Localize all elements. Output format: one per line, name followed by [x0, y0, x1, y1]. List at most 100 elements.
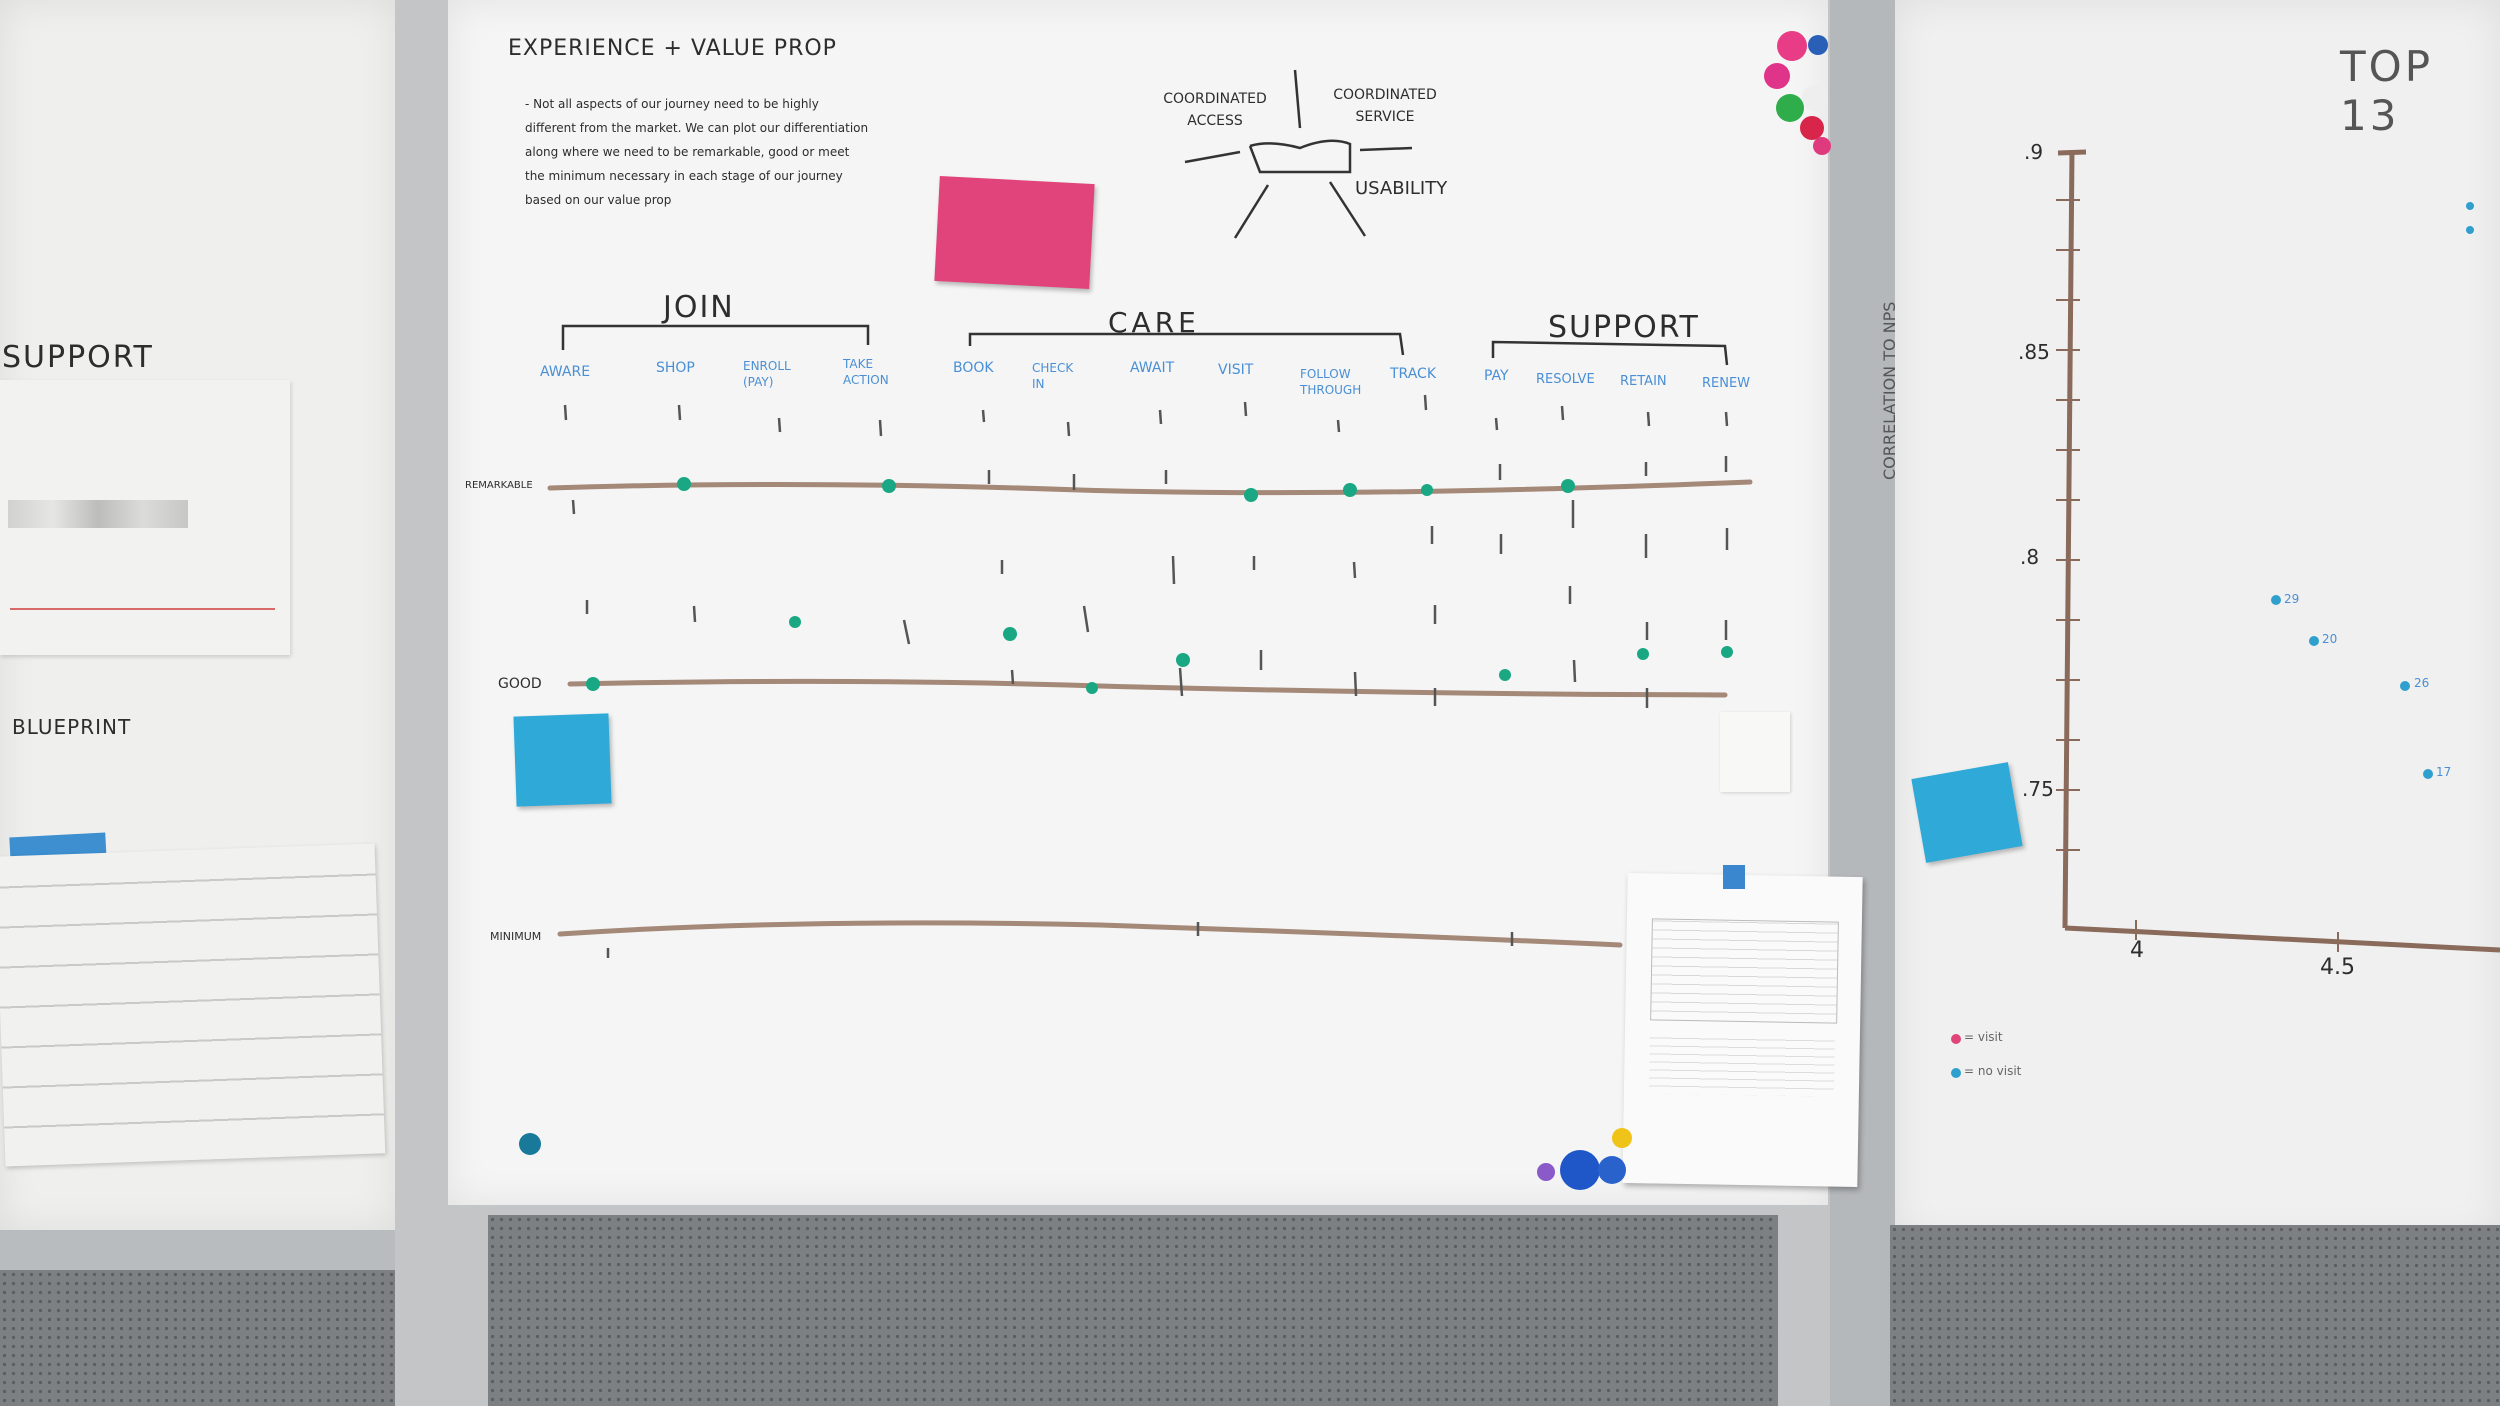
right-xtick: 4.5 — [2320, 955, 2355, 980]
diagram-vertical — [1293, 69, 1302, 129]
small-white-note — [1720, 712, 1790, 792]
level-good: GOOD — [498, 676, 542, 692]
diagram-box — [1248, 139, 1352, 174]
dot — [882, 479, 896, 493]
step-resolve: RESOLVE — [1536, 372, 1595, 387]
dot — [1499, 669, 1511, 681]
dot — [1244, 488, 1258, 502]
left-blueprint-label: BLUEPRINT — [12, 715, 132, 739]
left-mesh-panel — [0, 1270, 400, 1406]
right-chart-ticks — [2056, 199, 2339, 952]
magnets — [519, 31, 1831, 1190]
diagram-left-label: COORDINATED ACCESS — [1163, 91, 1267, 129]
dot — [1561, 479, 1575, 493]
right-legend-dots — [1951, 1034, 1961, 1078]
note-line: based on our value prop — [525, 193, 672, 207]
dot — [586, 677, 600, 691]
note-line: - Not all aspects of our journey need to… — [525, 97, 819, 111]
good-line — [567, 678, 1728, 698]
step-book: BOOK — [953, 360, 994, 376]
right-ytick: .85 — [2018, 340, 2050, 364]
legend-visit: = visit — [1964, 1030, 2003, 1044]
support-bracket — [1491, 340, 1729, 366]
magnet-purple — [1537, 1163, 1555, 1181]
step-pay: PAY — [1484, 368, 1509, 384]
right-chart-axes — [2057, 149, 2500, 953]
step-follow-through: FOLLOW THROUGH — [1300, 367, 1362, 397]
right-ytick: .9 — [2024, 140, 2044, 164]
point — [2309, 636, 2319, 646]
magnet-green — [1776, 94, 1804, 122]
dot — [1421, 484, 1433, 496]
step-take-action: TAKE ACTION — [843, 357, 889, 387]
note-line: the minimum necessary in each stage of o… — [525, 169, 843, 183]
phase-brackets — [561, 324, 1729, 366]
right-xtick: 4 — [2130, 938, 2144, 963]
diagram-left-leg — [1233, 184, 1270, 239]
phase-join: JOIN — [663, 290, 735, 325]
note-line: along where we need to be remarkable, go… — [525, 145, 850, 159]
care-bracket — [968, 332, 1405, 356]
magnet-pink — [1813, 137, 1831, 155]
magnet-pink — [1764, 63, 1790, 89]
stage-ticks — [563, 394, 1729, 958]
step-visit: VISIT — [1218, 362, 1254, 378]
dot — [1086, 682, 1098, 694]
magnet-white — [1802, 85, 1828, 111]
dot — [1637, 648, 1649, 660]
magnet-blue — [1808, 35, 1828, 55]
right-mesh-panel — [1890, 1225, 2500, 1406]
join-bracket — [561, 324, 870, 350]
board-title: EXPERIENCE + VALUE PROP — [508, 36, 837, 61]
magnet-blue — [1560, 1150, 1600, 1190]
remarkable-line — [547, 479, 1753, 496]
magnet-teal — [519, 1133, 541, 1155]
sheet-red-rule — [10, 608, 275, 610]
center-mesh-panel — [488, 1215, 1778, 1406]
right-ytick: .8 — [2020, 545, 2040, 569]
point — [2400, 681, 2410, 691]
right-ytick: .75 — [2022, 777, 2054, 801]
point-label: 17 — [2436, 765, 2452, 779]
right-y-axis — [2062, 149, 2075, 929]
dot — [789, 616, 801, 628]
step-enroll: ENROLL (PAY) — [743, 359, 791, 389]
step-await: AWAIT — [1130, 360, 1175, 376]
main-whiteboard — [448, 0, 1828, 1205]
diagram-right-arm — [1359, 146, 1413, 152]
dot — [1003, 627, 1017, 641]
step-check-in: CHECK IN — [1032, 361, 1074, 391]
right-y-cap — [2057, 149, 2087, 156]
minimum-line — [557, 920, 1623, 948]
step-shop: SHOP — [656, 360, 695, 376]
point — [2423, 769, 2433, 779]
magnet-blue — [1598, 1156, 1626, 1184]
dot — [1343, 483, 1357, 497]
diagram-bottom-label: USABILITY — [1355, 178, 1448, 199]
phase-support: SUPPORT — [1548, 310, 1700, 345]
blue-tape-document — [1723, 865, 1745, 889]
step-renew: RENEW — [1702, 376, 1751, 391]
point — [2466, 226, 2474, 234]
right-board-title: TOP 13 — [2340, 42, 2434, 140]
point — [2466, 202, 2474, 210]
legend-dot-pink — [1951, 1034, 1961, 1044]
right-whiteboard — [1895, 0, 2500, 1240]
diagram-right-leg — [1328, 181, 1367, 237]
point-label: 20 — [2322, 632, 2338, 646]
board-notes: - Not all aspects of our journey need to… — [525, 92, 945, 212]
magnet-yellow — [1612, 1128, 1632, 1148]
left-printed-sheet — [0, 380, 290, 655]
legend-dot-blue — [1951, 1068, 1961, 1078]
usability-diagram — [1184, 69, 1413, 239]
magnet-pink — [1777, 31, 1807, 61]
diagram-left-arm — [1184, 150, 1241, 164]
sheet-thumbnails — [8, 500, 188, 528]
right-x-axis — [2064, 925, 2500, 953]
diagram-right-label: COORDINATED SERVICE — [1333, 87, 1437, 125]
right-chart-points — [2271, 202, 2474, 779]
journey-lines — [547, 479, 1753, 948]
left-support-label: SUPPORT — [2, 340, 154, 375]
point-label: 29 — [2284, 592, 2300, 606]
